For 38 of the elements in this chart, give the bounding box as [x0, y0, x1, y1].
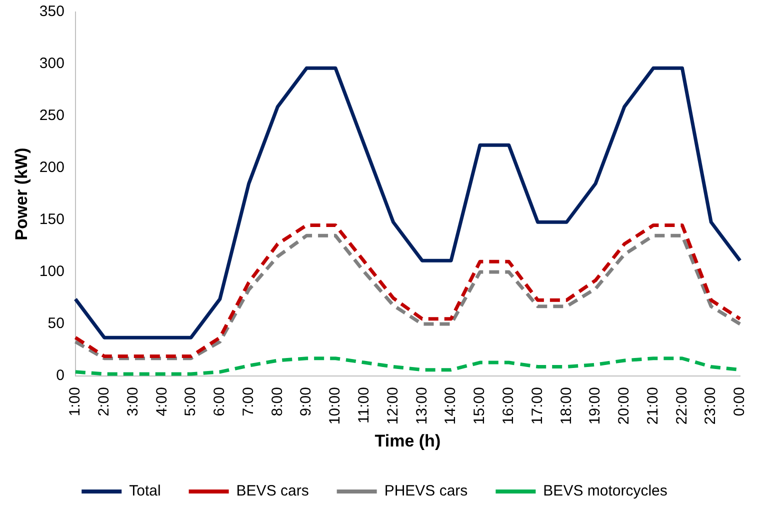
x-tick-label: 18:00: [558, 387, 575, 425]
legend-label: Total: [129, 482, 161, 500]
x-tick-label: 1:00: [66, 387, 84, 416]
y-tick-label: 150: [39, 211, 64, 228]
x-tick-label: 6:00: [211, 387, 228, 416]
y-tick-label: 250: [39, 107, 64, 124]
legend-label: PHEVS cars: [384, 482, 468, 500]
x-tick-label: 23:00: [702, 387, 720, 425]
legend-label: BEVS cars: [236, 482, 309, 500]
x-tick-label: 4:00: [153, 387, 170, 416]
x-tick-label: 9:00: [298, 387, 315, 416]
x-tick-label: 0:00: [731, 387, 748, 416]
y-tick-label: 50: [48, 315, 64, 332]
legend-label: BEVS motorcycles: [543, 482, 668, 500]
x-tick-label: 3:00: [124, 387, 142, 416]
y-tick-label: 300: [39, 55, 64, 72]
x-tick-label: 5:00: [182, 387, 200, 416]
x-tick-label: 10:00: [326, 387, 344, 425]
x-tick-label: 19:00: [586, 387, 604, 425]
x-tick-label: 14:00: [442, 387, 460, 425]
x-tick-label: 11:00: [356, 387, 373, 424]
x-tick-label: 7:00: [240, 387, 257, 416]
x-tick-label: 16:00: [500, 387, 517, 425]
x-tick-label: 2:00: [95, 387, 112, 416]
y-tick-label: 100: [39, 263, 64, 280]
x-tick-label: 12:00: [384, 387, 402, 425]
x-tick-label: 13:00: [413, 387, 430, 425]
y-axis-title: Power (kW): [12, 148, 31, 240]
x-axis-title: Time (h): [374, 431, 441, 450]
x-tick-label: 21:00: [644, 387, 662, 425]
x-tick-label: 17:00: [528, 387, 546, 425]
y-tick-label: 350: [39, 3, 64, 20]
x-tick-label: 20:00: [616, 387, 633, 425]
y-tick-label: 200: [39, 159, 64, 176]
y-tick-label: 0: [56, 367, 64, 384]
x-tick-label: 8:00: [268, 387, 286, 416]
x-tick-label: 22:00: [673, 387, 690, 425]
x-tick-label: 15:00: [471, 387, 488, 425]
